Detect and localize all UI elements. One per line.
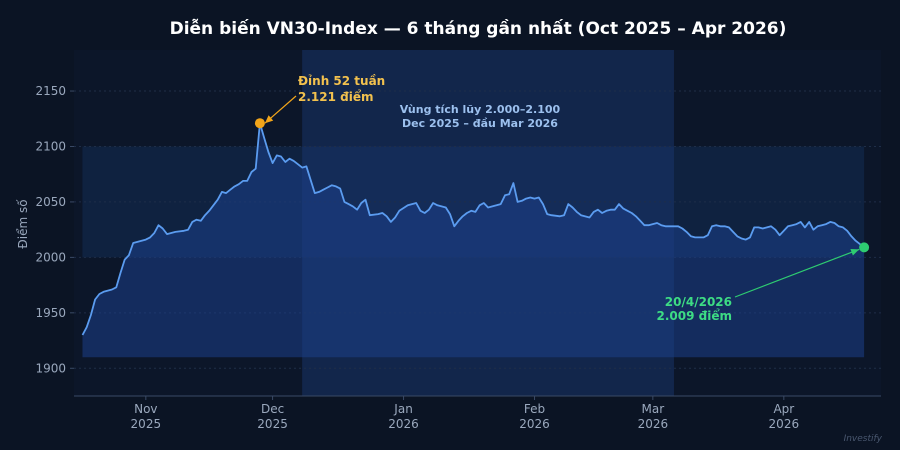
zone-annotation: Vùng tích lũy 2.000–2.100 Dec 2025 – đầu…: [400, 103, 561, 130]
x-tick-label-year: 2026: [388, 417, 419, 431]
chart-title: Diễn biến VN30-Index — 6 tháng gần nhất …: [170, 17, 787, 39]
x-axis-ticks: Nov2025Dec2025Jan2026Feb2026Mar2026Apr20…: [131, 396, 800, 431]
series-area-fill: [82, 123, 865, 358]
last-label-line1: 20/4/2026: [665, 295, 732, 309]
y-axis-ticks: 1900 1950 2000 2050 2100 2150: [35, 84, 74, 375]
y-tick-label: 1900: [35, 361, 66, 375]
x-tick-label-year: 2025: [257, 417, 288, 431]
series-line: [81, 122, 865, 336]
last-arrow: [734, 248, 860, 298]
watermark: Investify: [844, 434, 883, 444]
x-tick-label-year: 2026: [519, 417, 550, 431]
y-tick-label: 2150: [35, 84, 66, 98]
peak-marker: [254, 118, 265, 129]
x-tick-label-year: 2025: [131, 417, 162, 431]
y-tick-label: 2100: [35, 139, 66, 153]
x-tick-label-year: 2026: [769, 417, 800, 431]
x-tick-label-month: Feb: [524, 402, 545, 416]
zone-label-line2: Dec 2025 – đầu Mar 2026: [402, 117, 558, 130]
x-tick-label-month: Jan: [393, 402, 413, 416]
y-tick-label: 2050: [35, 195, 66, 209]
last-annotation: 20/4/2026 2.009 điểm: [657, 242, 870, 323]
peak-annotation: Đỉnh 52 tuần 2.121 điểm: [254, 74, 385, 129]
y-axis-label: Điểm số: [16, 199, 30, 249]
last-marker: [859, 242, 870, 253]
x-tick-label-month: Dec: [261, 402, 284, 416]
y-tick-label: 2000: [35, 250, 66, 264]
x-tick-label-month: Apr: [773, 402, 794, 416]
peak-label-line1: Đỉnh 52 tuần: [298, 74, 385, 88]
x-tick-label-month: Nov: [134, 402, 157, 416]
peak-label-line2: 2.121 điểm: [298, 89, 373, 104]
y-tick-label: 1950: [35, 306, 66, 320]
last-label-line2: 2.009 điểm: [657, 308, 732, 323]
last-arrowhead: [850, 249, 860, 256]
x-tick-label-month: Mar: [642, 402, 665, 416]
peak-arrowhead: [264, 115, 274, 124]
x-tick-label-year: 2026: [638, 417, 669, 431]
zone-label-line1: Vùng tích lũy 2.000–2.100: [400, 103, 561, 116]
